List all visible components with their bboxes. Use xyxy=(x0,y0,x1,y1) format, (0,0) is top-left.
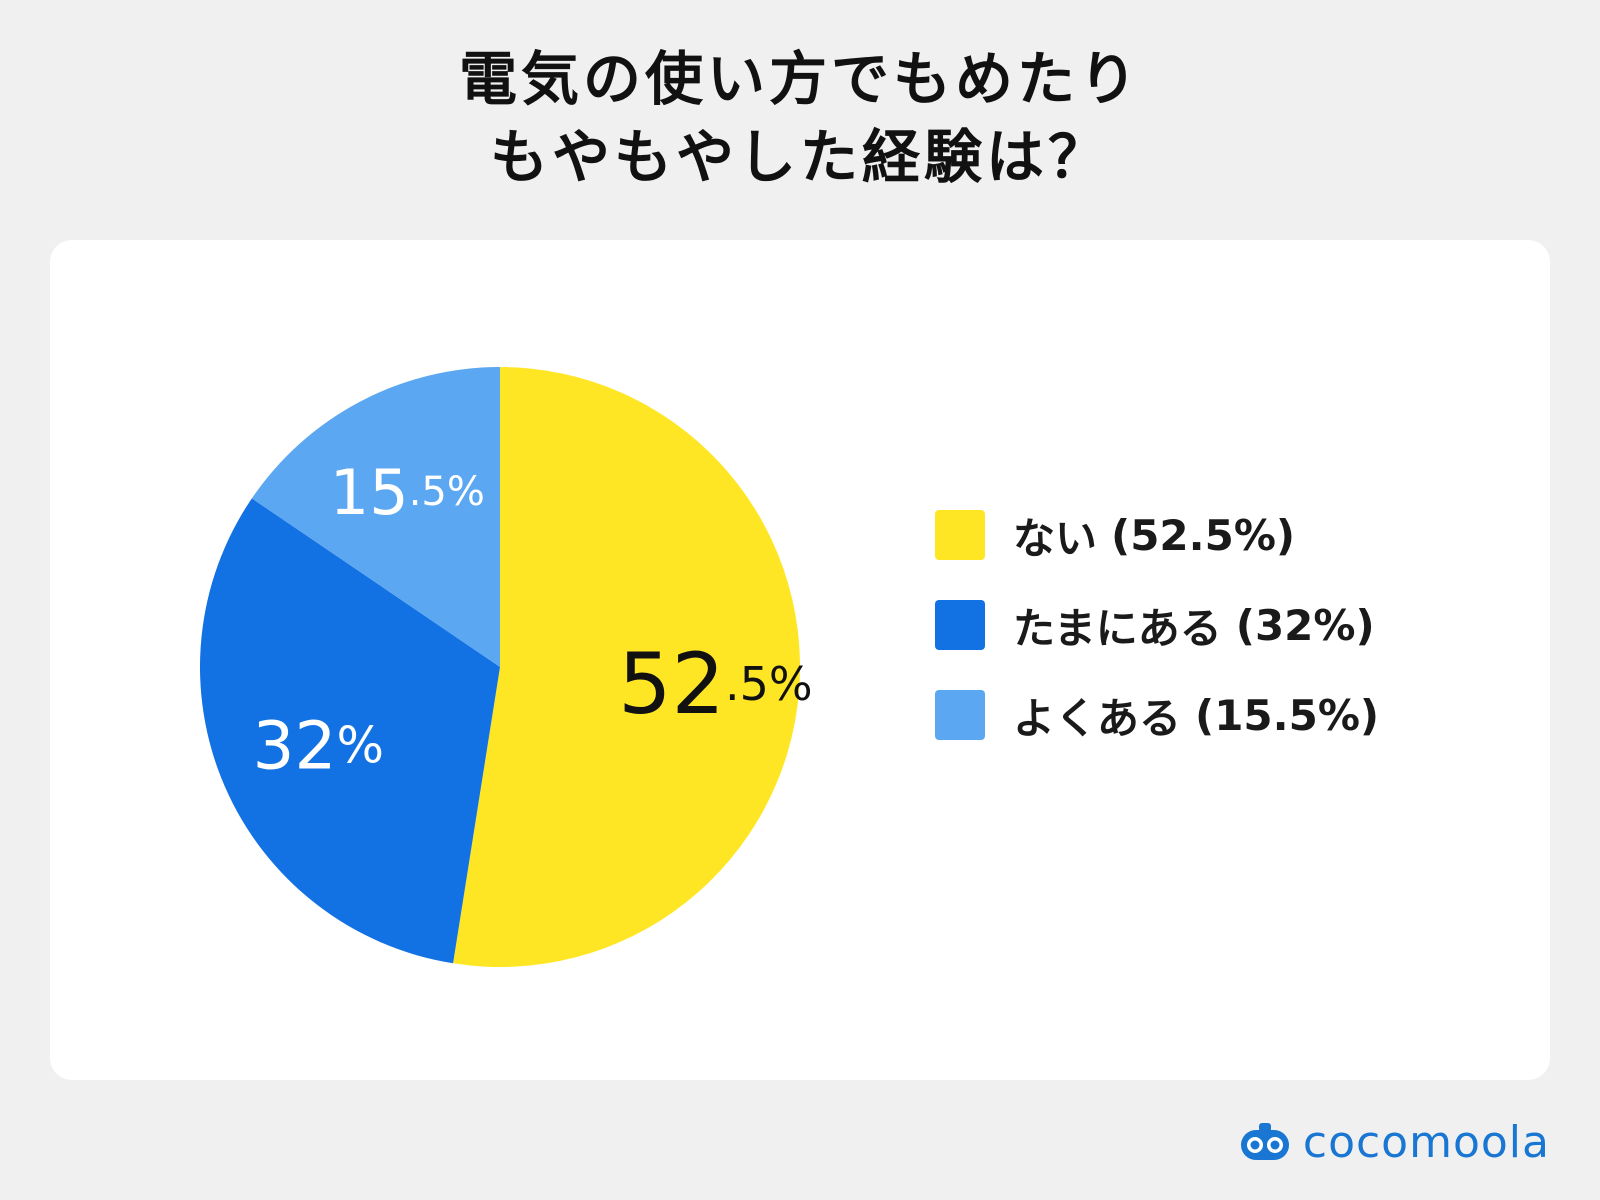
legend-value-nai: (52.5%) xyxy=(1111,510,1296,560)
legend-item-tamani-aru: たまにある (32%) xyxy=(935,600,1379,653)
chart-title: 電気の使い方でもめたり もやもやした経験は？ xyxy=(0,40,1600,196)
legend-item-yoku-aru: よくある (15.5%) xyxy=(935,690,1380,743)
legend-value-yoku-aru: (15.5%) xyxy=(1195,690,1380,740)
pie-label-tamani-aru: 32% xyxy=(253,707,385,784)
legend-label-tamani-aru: たまにある xyxy=(1013,603,1222,653)
brand-name: cocomoola xyxy=(1302,1116,1550,1168)
legend-label-yoku-aru: よくある xyxy=(1013,693,1182,743)
pie-slice-tamani-aru xyxy=(199,498,500,964)
legend-value-tamani-aru: (32%) xyxy=(1235,600,1375,650)
pie-chart: 52.5%32%15.5% xyxy=(199,367,813,968)
chart-title-line-2: もやもやした経験は？ xyxy=(489,123,1110,191)
cocomoola-logo-icon xyxy=(1240,1123,1289,1160)
pie-label-pct-yoku-aru: % xyxy=(447,469,485,515)
pie-label-decimal-nai: .5 xyxy=(725,657,769,711)
pie-label-main-nai: 52 xyxy=(618,635,725,733)
legend-swatch-yoku-aru xyxy=(935,690,985,740)
pie-label-nai: 52.5% xyxy=(618,635,813,733)
chart-card: 52.5% 32% 15.5% ない (52.5%) たまにある (32%) よくあ… xyxy=(50,240,1550,1080)
pie-label-main-yoku-aru: 15 xyxy=(330,456,409,529)
brand-logo: cocomoola xyxy=(1237,1114,1550,1170)
pie-label-pct-tamani-aru: % xyxy=(337,717,385,775)
pie-label-main-tamani-aru: 32 xyxy=(253,707,337,784)
legend-swatch-nai xyxy=(935,510,985,560)
legend-item-nai: ない (52.5%) xyxy=(935,510,1379,563)
pie-label-pct-nai: % xyxy=(769,657,813,711)
pie-label-decimal-yoku-aru: .5 xyxy=(409,469,447,515)
pie-slice-yoku-aru xyxy=(251,367,500,667)
legend-label-nai: ない xyxy=(1013,513,1098,563)
legend-swatch-tamani-aru xyxy=(935,600,985,650)
pie-label-yoku-aru: 15.5% xyxy=(330,456,485,529)
pie-slice-nai xyxy=(453,367,800,968)
chart-legend: ない (52.5%) たまにある (32%) よくある (15.5%) xyxy=(935,510,1379,780)
chart-title-line-1: 電気の使い方でもめたり xyxy=(458,45,1141,113)
